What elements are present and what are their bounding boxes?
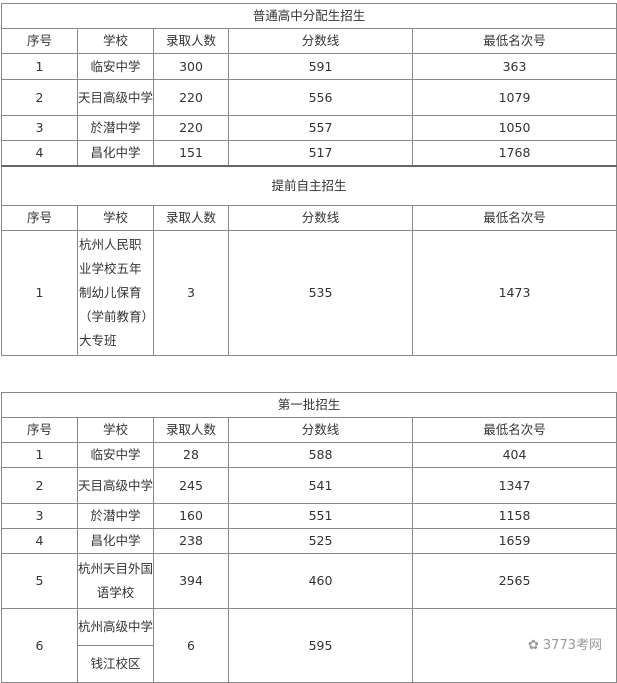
cell: 551 (228, 503, 413, 529)
header-cell: 序号 (1, 28, 78, 54)
table-row: 1 临安中学 300 591 363 (1, 53, 617, 80)
cell: 595 (228, 608, 413, 683)
cell: 404 (412, 442, 617, 468)
watermark-text: 3773考网 (542, 637, 602, 653)
cell: 460 (228, 553, 413, 609)
table-row: 4 昌化中学 151 517 1768 (1, 140, 617, 166)
header-cell: 录取人数 (153, 417, 229, 443)
cell: 238 (153, 528, 229, 554)
cell: 6 (153, 608, 229, 683)
school-line: 杭州高级中学 (78, 610, 153, 646)
cell: 临安中学 (77, 442, 154, 468)
header-row: 序号 学校 录取人数 分数线 最低名次号 (1, 205, 617, 231)
header-cell: 最低名次号 (412, 417, 617, 443)
cell: 4 (1, 528, 78, 554)
admission-table-2: 第一批招生 序号 学校 录取人数 分数线 最低名次号 1 临安中学 28 588 404… (1, 392, 617, 683)
cell: 1 (1, 442, 78, 468)
cell: 6 (1, 608, 78, 683)
header-cell: 序号 (1, 417, 78, 443)
cell: 1768 (412, 140, 617, 166)
cell: 517 (228, 140, 413, 166)
cell: 556 (228, 79, 413, 116)
cell: 4 (1, 140, 78, 166)
table-row: 6 杭州高级中学 钱江校区 6 595 ✿ 3773考网 (1, 608, 617, 683)
header-cell: 学校 (77, 205, 154, 231)
cell: 28 (153, 442, 229, 468)
cell: 394 (153, 553, 229, 609)
header-cell: 最低名次号 (412, 28, 617, 54)
table-row: 1 杭州人民职业学校五年制幼儿保育（学前教育）大专班 3 535 1473 (1, 230, 617, 356)
cell: 2 (1, 79, 78, 116)
header-cell: 录取人数 (153, 28, 229, 54)
cell: 天目高级中学 (77, 467, 154, 504)
cell: 1 (1, 230, 78, 356)
table-row: 4 昌化中学 238 525 1659 (1, 528, 617, 554)
admission-table-1: 普通高中分配生招生 序号 学校 录取人数 分数线 最低名次号 1 临安中学 300 5… (1, 3, 617, 356)
cell: 1347 (412, 467, 617, 504)
header-cell: 分数线 (228, 205, 413, 231)
cell: 天目高级中学 (77, 79, 154, 116)
cell: 昌化中学 (77, 140, 154, 166)
cell: 588 (228, 442, 413, 468)
table-row: 1 临安中学 28 588 404 (1, 442, 617, 468)
cell: 535 (228, 230, 413, 356)
cell: 於潜中学 (77, 503, 154, 529)
header-row: 序号 学校 录取人数 分数线 最低名次号 (1, 28, 617, 54)
cell: 363 (412, 53, 617, 80)
cell: 3 (153, 230, 229, 356)
section-title: 普通高中分配生招生 (1, 3, 617, 29)
section-title: 第一批招生 (1, 392, 617, 418)
cell: 300 (153, 53, 229, 80)
header-cell: 学校 (77, 417, 154, 443)
school-cell: 杭州高级中学 钱江校区 (77, 608, 154, 683)
cell: 杭州天目外国语学校 (77, 553, 154, 609)
cell: 杭州人民职业学校五年制幼儿保育（学前教育）大专班 (77, 230, 154, 356)
school-line: 钱江校区 (90, 656, 141, 671)
cell: 3 (1, 503, 78, 529)
cell: 2 (1, 467, 78, 504)
cell: 5 (1, 553, 78, 609)
cell: 220 (153, 115, 229, 141)
cell: 1 (1, 53, 78, 80)
header-cell: 分数线 (228, 28, 413, 54)
cell: 1473 (412, 230, 617, 356)
cell: 临安中学 (77, 53, 154, 80)
table-row: 5 杭州天目外国语学校 394 460 2565 (1, 553, 617, 609)
header-row: 序号 学校 录取人数 分数线 最低名次号 (1, 417, 617, 443)
cell: 2565 (412, 553, 617, 609)
table-row: 2 天目高级中学 220 556 1079 (1, 79, 617, 116)
cell: 160 (153, 503, 229, 529)
cell: 昌化中学 (77, 528, 154, 554)
header-cell: 学校 (77, 28, 154, 54)
cell: 3 (1, 115, 78, 141)
cell: 1158 (412, 503, 617, 529)
cell: 151 (153, 140, 229, 166)
cell: 於潜中学 (77, 115, 154, 141)
cell: 525 (228, 528, 413, 554)
cell: 591 (228, 53, 413, 80)
cell: 245 (153, 467, 229, 504)
cell: 557 (228, 115, 413, 141)
section-title: 提前自主招生 (1, 164, 617, 206)
cell: 1079 (412, 79, 617, 116)
header-cell: 最低名次号 (412, 205, 617, 231)
cell: 1050 (412, 115, 617, 141)
rank-cell: ✿ 3773考网 (412, 608, 617, 683)
table-row: 3 於潜中学 160 551 1158 (1, 503, 617, 529)
table-row: 2 天目高级中学 245 541 1347 (1, 467, 617, 504)
cell: 1659 (412, 528, 617, 554)
wechat-icon: ✿ (528, 637, 539, 653)
header-cell: 序号 (1, 205, 78, 231)
header-cell: 录取人数 (153, 205, 229, 231)
header-cell: 分数线 (228, 417, 413, 443)
table-row: 3 於潜中学 220 557 1050 (1, 115, 617, 141)
cell: 220 (153, 79, 229, 116)
cell: 541 (228, 467, 413, 504)
